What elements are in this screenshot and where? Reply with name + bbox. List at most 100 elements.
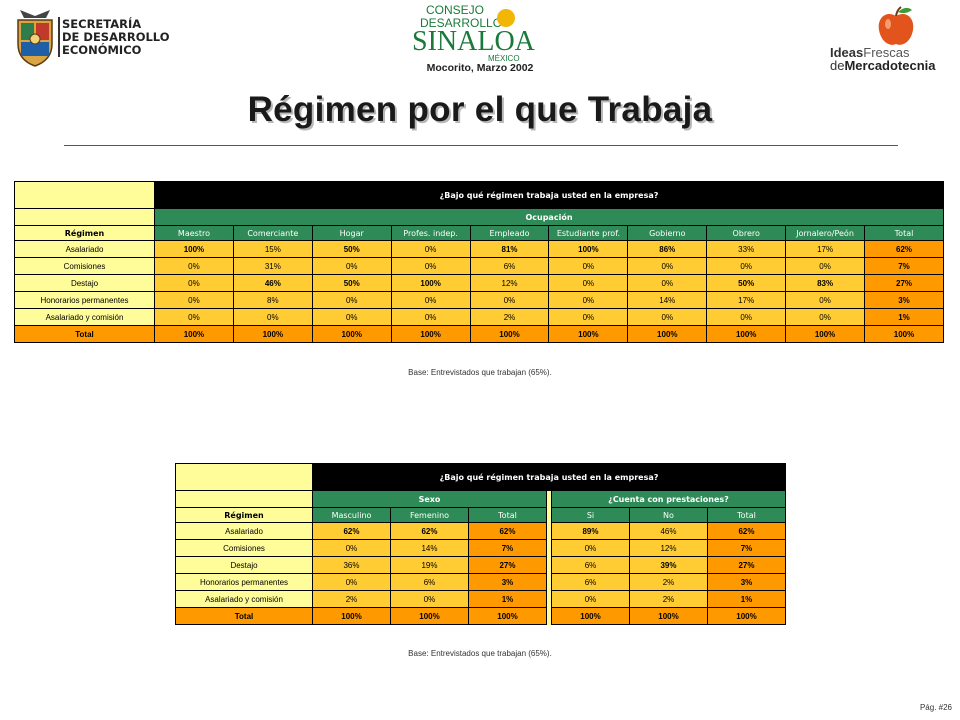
value-cell: 0% <box>548 308 629 326</box>
value-cell: 62% <box>468 522 547 540</box>
column-header: Profes. indep. <box>390 225 471 241</box>
total-cell: 100% <box>864 325 944 343</box>
row-label: Comisiones <box>14 257 155 275</box>
column-header: Estudiante prof. <box>548 225 629 241</box>
title-divider <box>64 145 898 146</box>
value-cell: 39% <box>629 556 708 574</box>
column-header: Gobierno <box>627 225 708 241</box>
total-cell: 100% <box>551 607 630 625</box>
total-cell: 100% <box>629 607 708 625</box>
table-question: ¿Bajo qué régimen trabaja usted en la em… <box>154 181 944 209</box>
value-cell: 0% <box>627 308 708 326</box>
value-cell: 27% <box>864 274 944 292</box>
table-row: Comisiones 0% 31% 0% 0% 6% 0% 0% 0% 0% 7% <box>14 257 944 275</box>
value-cell: 1% <box>864 308 944 326</box>
value-cell: 7% <box>707 539 786 557</box>
column-header: Comerciante <box>232 225 313 241</box>
group-header-prestaciones: ¿Cuenta con prestaciones? <box>551 490 786 508</box>
value-cell: 0% <box>154 274 234 292</box>
consejo-line-1: CONSEJO <box>426 3 484 17</box>
row-label: Comisiones <box>175 539 313 557</box>
value-cell: 0% <box>154 257 234 275</box>
total-cell: 100% <box>154 325 234 343</box>
corner-cell <box>14 208 155 226</box>
value-cell: 2% <box>469 308 550 326</box>
value-cell: 50% <box>311 274 392 292</box>
corner-cell <box>175 463 313 491</box>
value-cell: 0% <box>390 590 469 608</box>
table-row: Comisiones 0% 14% 7% 0% 12% 7% <box>175 539 786 557</box>
column-header: No <box>629 507 708 523</box>
row-label: Total <box>175 607 313 625</box>
mexico-wordmark: MÉXICO <box>488 54 520 63</box>
value-cell: 31% <box>232 257 313 275</box>
column-header: Masculino <box>312 507 391 523</box>
value-cell: 0% <box>312 539 391 557</box>
total-cell: 100% <box>390 325 471 343</box>
value-cell: 12% <box>469 274 550 292</box>
value-cell: 6% <box>390 573 469 591</box>
value-cell: 3% <box>864 291 944 309</box>
value-cell: 17% <box>785 240 866 258</box>
corner-cell <box>175 490 313 508</box>
value-cell: 2% <box>312 590 391 608</box>
mercadotecnia-word: Mercadotecnia <box>844 58 936 73</box>
row-label: Asalariado <box>175 522 313 540</box>
total-cell: 100% <box>706 325 787 343</box>
value-cell: 0% <box>785 308 866 326</box>
value-cell: 1% <box>707 590 786 608</box>
value-cell: 0% <box>785 257 866 275</box>
row-header-regimen: Régimen <box>175 507 313 523</box>
value-cell: 50% <box>706 274 787 292</box>
regimen-by-occupation-table: ¿Bajo qué régimen trabaja usted en la em… <box>14 181 944 343</box>
column-header: Empleado <box>469 225 550 241</box>
table-row: Asalariado 62% 62% 62% 89% 46% 62% <box>175 522 786 540</box>
value-cell: 3% <box>707 573 786 591</box>
value-cell: 0% <box>232 308 313 326</box>
value-cell: 0% <box>627 257 708 275</box>
consejo-desarrollo-sinaloa-logo: CONSEJO DESARROLLO SINALOA MÉXICO <box>412 3 536 63</box>
total-cell: 100% <box>707 607 786 625</box>
value-cell: 3% <box>468 573 547 591</box>
column-header: Total <box>707 507 786 523</box>
row-label: Destajo <box>175 556 313 574</box>
value-cell: 46% <box>629 522 708 540</box>
ideas-frescas-logo: IdeasFrescas deMercadotecnia <box>830 46 936 72</box>
group-header-ocupacion: Ocupación <box>154 208 944 226</box>
location-date: Mocorito, Marzo 2002 <box>426 62 534 74</box>
row-label: Asalariado y comisión <box>14 308 155 326</box>
row-label: Asalariado y comisión <box>175 590 313 608</box>
consejo-line-2: DESARROLLO <box>420 16 502 30</box>
row-label: Total <box>14 325 155 343</box>
column-header: Obrero <box>706 225 787 241</box>
row-label: Asalariado <box>14 240 155 258</box>
table-row: Asalariado y comisión 0% 0% 0% 0% 2% 0% 0% 0% 0% 1… <box>14 308 944 326</box>
value-cell: 81% <box>469 240 550 258</box>
value-cell: 12% <box>629 539 708 557</box>
value-cell: 0% <box>627 274 708 292</box>
base-note-1: Base: Entrevistados que trabajan (65%). <box>408 368 552 377</box>
value-cell: 2% <box>629 590 708 608</box>
ideas-word: Ideas <box>830 45 864 60</box>
column-header: Femenino <box>390 507 469 523</box>
secretaria-line-2: DE DESARROLLO <box>62 30 170 44</box>
value-cell: 0% <box>551 590 630 608</box>
value-cell: 0% <box>548 274 629 292</box>
page-title: Régimen por el que Trabaja <box>247 90 713 129</box>
value-cell: 100% <box>548 240 629 258</box>
secretaria-line-3: ECONÓMICO <box>62 43 142 57</box>
value-cell: 0% <box>390 308 471 326</box>
value-cell: 19% <box>390 556 469 574</box>
column-header: Total <box>864 225 944 241</box>
value-cell: 0% <box>311 257 392 275</box>
value-cell: 6% <box>551 573 630 591</box>
value-cell: 36% <box>312 556 391 574</box>
value-cell: 2% <box>629 573 708 591</box>
row-label: Destajo <box>14 274 155 292</box>
value-cell: 1% <box>468 590 547 608</box>
corner-cell <box>14 181 155 209</box>
table-row: Honorarios permanentes 0% 8% 0% 0% 0% 0% 14% 17%… <box>14 291 944 309</box>
secretaria-logo-text: SECRETARÍA DE DESARROLLO ECONÓMICO <box>62 18 170 57</box>
coat-of-arms-logo <box>17 10 53 67</box>
row-label: Honorarios permanentes <box>14 291 155 309</box>
